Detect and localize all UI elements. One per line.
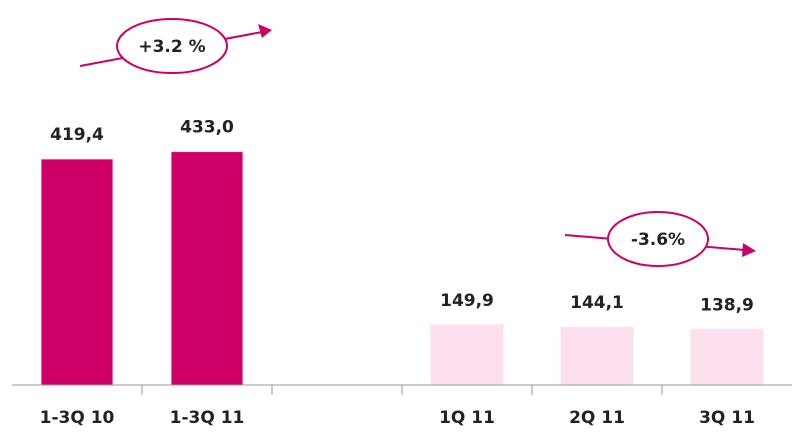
data-label: 433,0	[180, 118, 234, 138]
annotation: +3.2 %	[138, 37, 205, 57]
data-label: 138,9	[700, 295, 754, 315]
annotation: -3.6%	[631, 230, 685, 250]
data-label: 419,4	[50, 125, 104, 145]
data-label: 149,9	[440, 291, 494, 311]
arrow-head	[258, 24, 272, 38]
data-label: 144,1	[570, 293, 624, 313]
bar	[690, 328, 764, 386]
bar	[40, 158, 114, 386]
arrow-head	[742, 243, 756, 257]
x-tick-label: 1Q 11	[439, 408, 495, 428]
bar	[170, 151, 244, 386]
annotation-bubble	[607, 211, 709, 267]
x-tick-label: 1-3Q 10	[40, 408, 115, 428]
x-tick-label: 1-3Q 11	[170, 408, 245, 428]
x-tick-label: 2Q 11	[569, 408, 625, 428]
bar	[430, 324, 504, 386]
x-tick-label: 3Q 11	[699, 408, 755, 428]
annotation-bubble	[116, 18, 228, 74]
bar	[560, 326, 634, 386]
